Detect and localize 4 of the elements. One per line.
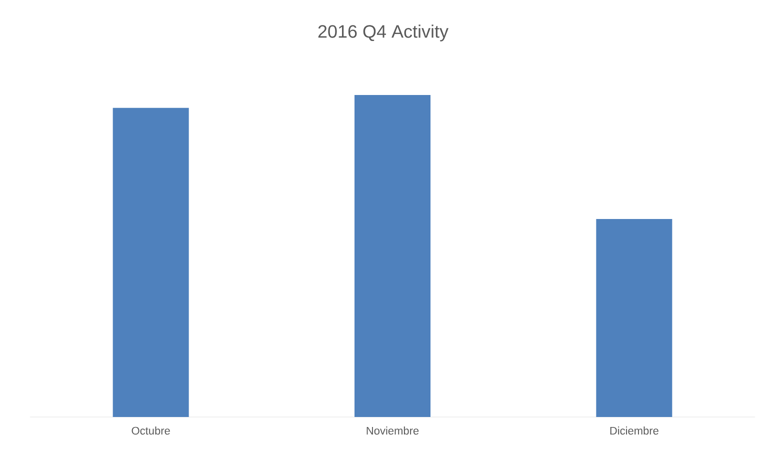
- chart-title: 2016 Q4 Activity: [318, 24, 448, 42]
- x-tick-label: Diciembre: [610, 426, 658, 435]
- x-tick-label: Octubre: [132, 426, 170, 435]
- x-tick-label: Noviembre: [366, 426, 419, 435]
